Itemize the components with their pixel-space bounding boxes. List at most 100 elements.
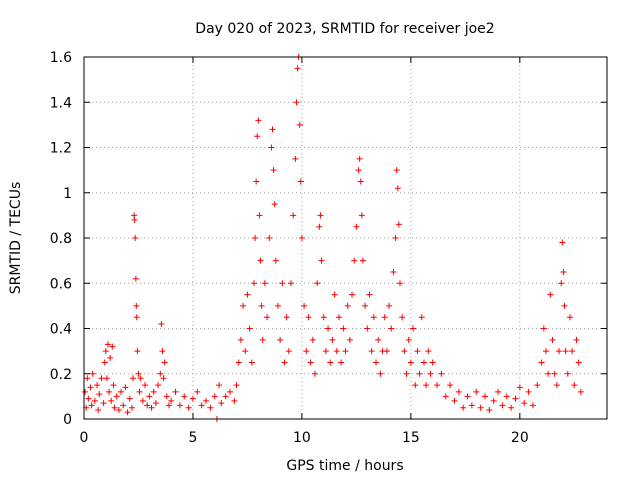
data-point [283,314,290,321]
data-point [516,384,523,391]
x-tick-label: 20 [511,430,529,446]
data-point [248,359,255,366]
data-point [353,223,360,230]
data-point [115,406,122,413]
data-point [381,314,388,321]
data-point [128,404,135,411]
data-point [168,397,175,404]
data-point [571,382,578,389]
data-point [356,155,363,162]
data-point [87,384,94,391]
data-point [124,409,131,416]
data-point [257,257,264,264]
y-axis-label: SRMTID / TECUs [8,182,24,295]
data-point [113,393,120,400]
data-point [309,336,316,343]
data-point [538,359,545,366]
data-point [460,404,467,411]
data-point [271,201,278,208]
data-point [237,336,244,343]
data-point [405,336,412,343]
data-point [264,314,271,321]
data-point [314,280,321,287]
data-point [101,359,108,366]
data-point [100,400,107,407]
data-point [139,397,146,404]
data-point [438,370,445,377]
data-point [301,302,308,309]
data-point [320,314,327,321]
data-point [399,314,406,321]
data-point [346,336,353,343]
data-point [481,393,488,400]
data-point [222,393,229,400]
data-point [207,404,214,411]
data-point [468,402,475,409]
data-point [359,257,366,264]
grid-lines [84,57,607,419]
data-point [396,280,403,287]
data-point [357,178,364,185]
data-point [529,402,536,409]
y-tick-label: 0.2 [50,367,72,383]
data-point [508,404,515,411]
x-tick-labels: 0 5 10 15 20 [80,430,529,446]
data-point [512,395,519,402]
data-point [393,167,400,174]
data-point [416,370,423,377]
data-point [434,382,441,389]
data-point [110,382,117,389]
data-point [253,178,260,185]
data-point [486,406,493,413]
data-point [358,212,365,219]
y-tick-label: 0.6 [50,276,72,292]
data-point [401,348,408,355]
data-point [98,375,105,382]
data-point [279,280,286,287]
data-point [331,291,338,298]
data-point [297,178,304,185]
data-point [394,185,401,192]
data-point [133,314,140,321]
data-point [395,221,402,228]
data-point [158,320,165,327]
data-point [137,375,144,382]
data-point [256,212,263,219]
data-point [388,325,395,332]
data-point [377,370,384,377]
data-point [303,348,310,355]
data-point [569,348,576,355]
data-point [549,336,556,343]
data-points [82,54,584,422]
data-point [375,336,382,343]
data-point [94,382,101,389]
data-point [181,393,188,400]
data-point [340,325,347,332]
data-point [561,302,568,309]
data-point [351,257,358,264]
data-point [261,280,268,287]
data-point [277,336,284,343]
data-point [189,395,196,402]
data-point [150,388,157,395]
data-point [575,359,582,366]
data-point [564,370,571,377]
data-point [89,370,96,377]
data-point [418,314,425,321]
y-tick-label: 1 [63,186,72,202]
y-tick-label: 1.4 [50,95,72,111]
x-tick-label: 0 [80,430,89,446]
data-point [176,402,183,409]
x-tick-label: 10 [293,430,311,446]
data-point [292,155,299,162]
data-point [233,382,240,389]
data-point [163,393,170,400]
data-point [165,402,172,409]
data-point [386,302,393,309]
y-tick-label: 0.4 [50,322,72,338]
data-point [333,348,340,355]
data-point [109,343,116,350]
data-point [152,400,159,407]
data-point [368,348,375,355]
